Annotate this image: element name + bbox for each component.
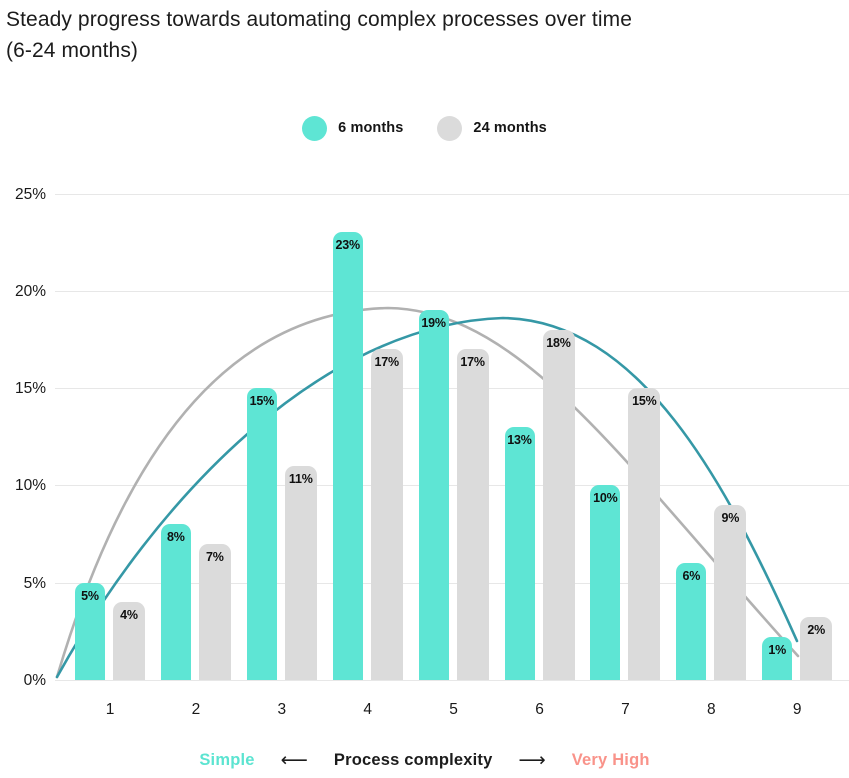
complexity-label-very-high: Very High: [571, 750, 650, 769]
bar-value-label: 1%: [768, 642, 787, 657]
bar-6-months-cat-8: 6%: [676, 563, 707, 680]
y-tick-5: 5%: [23, 574, 46, 592]
bar-value-label: 10%: [593, 491, 618, 506]
bar-24-months-cat-8: 9%: [714, 504, 747, 680]
bar-24-months-cat-6: 18%: [542, 329, 575, 680]
bar-value-label: 23%: [335, 238, 360, 253]
x-tick-1: 1: [105, 701, 115, 718]
x-tick-7: 7: [621, 701, 630, 718]
bar-value-label: 9%: [721, 510, 740, 525]
chart-title-line-2: (6-24 months): [6, 39, 139, 62]
bar-value-label: 8%: [167, 530, 185, 545]
bar-value-label: 4%: [120, 608, 138, 623]
bar-value-label: 5%: [81, 588, 99, 603]
x-tick-3: 3: [277, 701, 287, 718]
y-tick-25: 25%: [14, 185, 46, 203]
bar-6-months-cat-7: 10%: [590, 485, 621, 680]
y-tick-15: 15%: [14, 380, 46, 398]
legend-item-6-months: 6 months: [302, 115, 404, 141]
arrow-right-icon: ⟶: [518, 749, 546, 771]
legend-swatch-24-months-icon: [437, 115, 463, 141]
bar-24-months-cat-1: 4%: [113, 602, 145, 680]
x-tick-4: 4: [363, 701, 372, 718]
bar-24-months-cat-5: 17%: [456, 349, 489, 680]
bar-value-label: 6%: [682, 569, 701, 584]
bar-24-months-cat-9: 2%: [800, 617, 833, 680]
bar-value-label: 18%: [546, 335, 571, 350]
y-tick-0: 0%: [23, 672, 46, 689]
x-tick-5: 5: [449, 701, 458, 718]
y-tick-20: 20%: [14, 282, 46, 300]
bar-24-months-cat-3: 11%: [284, 465, 317, 680]
bar-6-months-cat-9: 1%: [762, 636, 793, 680]
complexity-label-simple: Simple: [199, 750, 255, 769]
bar-6-months-cat-2: 8%: [160, 524, 191, 680]
gridline-15pct: [55, 388, 849, 390]
bar-value-label: 19%: [421, 316, 446, 331]
bar-24-months-cat-4: 17%: [370, 349, 403, 680]
x-tick-6: 6: [535, 701, 544, 718]
y-tick-10: 10%: [14, 477, 46, 495]
bar-6-months-cat-5: 19%: [418, 310, 449, 680]
bar-6-months-cat-3: 15%: [246, 388, 277, 680]
legend-swatch-6-months-icon: [302, 115, 328, 141]
chart-title-block: Steady progress towards automating compl…: [6, 4, 632, 66]
complexity-axis-legend: Simple ⟵ Process complexity ⟶ Very High: [0, 746, 849, 774]
bar-6-months-cat-6: 13%: [504, 427, 535, 680]
gridline-25pct: [55, 193, 849, 195]
bar-value-label: 15%: [632, 394, 657, 409]
x-tick-8: 8: [706, 701, 716, 718]
bar-value-label: 7%: [206, 549, 224, 564]
chart-legend: 6 months 24 months: [0, 112, 849, 144]
bar-value-label: 17%: [374, 355, 399, 370]
legend-item-24-months: 24 months: [437, 115, 547, 141]
complexity-axis-title: Process complexity: [333, 750, 493, 769]
bar-value-label: 11%: [288, 471, 313, 486]
x-tick-9: 9: [792, 701, 802, 718]
gridline-10pct: [55, 485, 849, 487]
bar-24-months-cat-7: 15%: [628, 388, 661, 680]
gridline-20pct: [55, 290, 849, 292]
bar-6-months-cat-1: 5%: [75, 582, 105, 680]
legend-label-6-months: 6 months: [338, 120, 404, 136]
gridline-0pct: [55, 680, 849, 681]
chart-title-line-1: Steady progress towards automating compl…: [6, 8, 632, 31]
legend-label-24-months: 24 months: [473, 120, 547, 136]
bar-value-label: 13%: [507, 433, 532, 448]
bar-24-months-cat-2: 7%: [198, 543, 231, 680]
bar-6-months-cat-4: 23%: [332, 232, 363, 680]
x-tick-2: 2: [191, 701, 201, 718]
bar-value-label: 17%: [460, 355, 485, 370]
bar-value-label: 2%: [807, 623, 826, 638]
arrow-left-icon: ⟵: [280, 749, 308, 771]
bar-value-label: 15%: [249, 394, 275, 409]
